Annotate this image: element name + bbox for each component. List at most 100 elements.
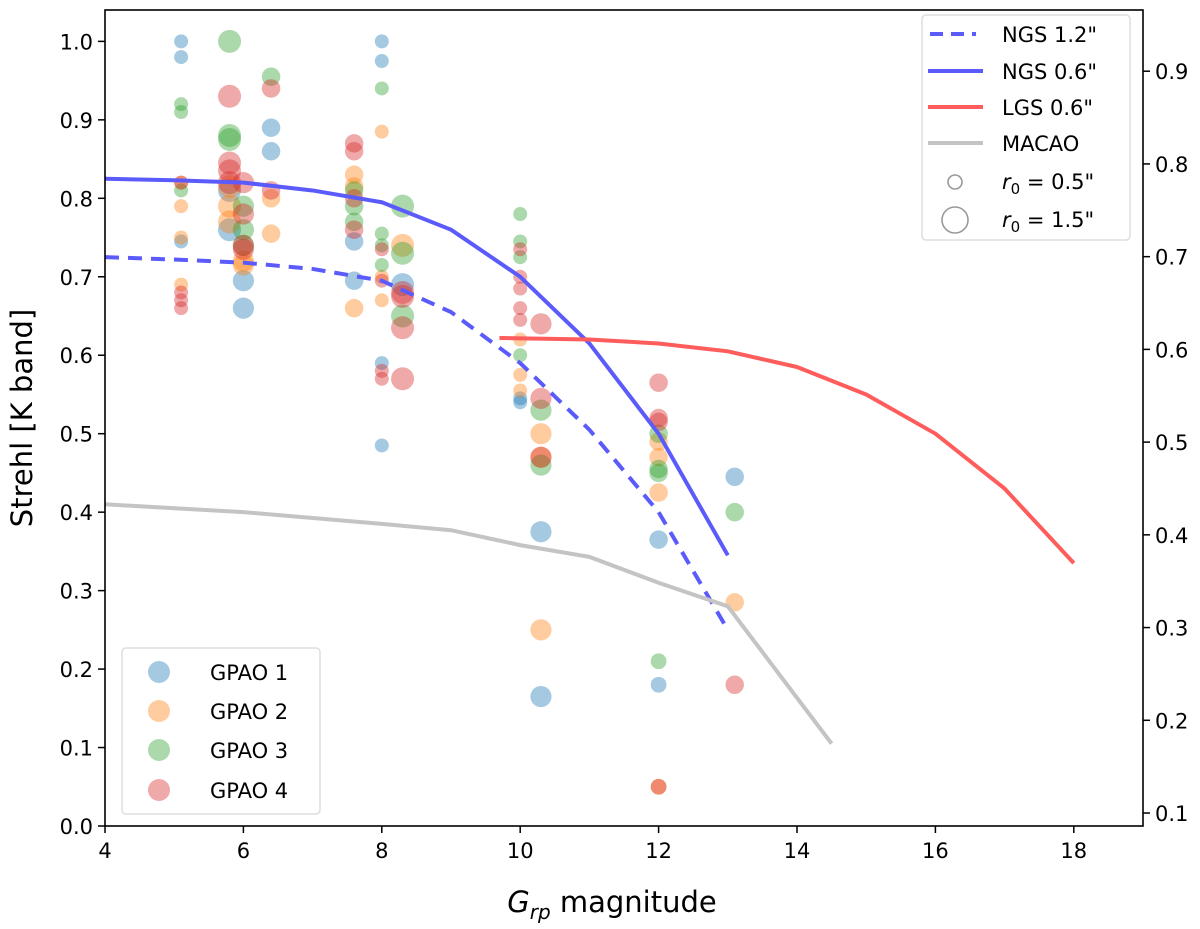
legend-label-macao: MACAO — [1002, 132, 1079, 156]
scatter-point-gpao-3 — [174, 97, 189, 112]
scatter-point-gpao-3 — [725, 502, 744, 522]
scatter-point-gpao-3 — [649, 459, 668, 479]
legend-label-gpao-3: GPAO 3 — [210, 739, 288, 763]
line-ngs-0.6 — [104, 176, 730, 557]
scatter-point-gpao-2 — [344, 177, 364, 196]
scatter-point-gpao-2 — [649, 483, 668, 502]
y-tick-label: 0.7 — [60, 266, 93, 290]
scatter-point-gpao-3 — [374, 81, 389, 96]
scatter-point-gpao-3 — [218, 127, 242, 151]
scatter-point-gpao-1 — [650, 676, 667, 693]
scatter-point-gpao-3 — [232, 195, 254, 217]
scatter-point-gpao-1 — [374, 54, 389, 68]
scatter-point-gpao-2 — [649, 447, 668, 467]
scatter-point-gpao-1 — [374, 356, 389, 371]
scatter-point-gpao-3 — [218, 29, 242, 53]
scatter-point-gpao-3 — [374, 238, 389, 253]
legend-marker-gpao-2 — [148, 700, 170, 722]
scatter-point-gpao-1 — [374, 34, 389, 49]
legend-marker-gpao-3 — [148, 739, 170, 761]
scatter-point-gpao-4 — [649, 408, 668, 428]
scatter-point-gpao-4 — [513, 281, 528, 296]
scatter-point-gpao-4 — [374, 363, 389, 378]
legend-size-small-label: r0 = 0.5" — [1002, 170, 1094, 198]
scatter-point-gpao-1 — [261, 118, 281, 137]
legend-marker-gpao-1 — [148, 661, 170, 683]
y2-tick-label: 0.7 — [1155, 246, 1188, 270]
scatter-point-gpao-1 — [261, 141, 281, 161]
scatter-point-gpao-4 — [344, 134, 364, 153]
scatter-point-gpao-3 — [374, 226, 389, 241]
scatter-point-gpao-3 — [232, 219, 254, 241]
scatter-point-gpao-4 — [725, 675, 744, 695]
y2-tick-label: 0.5 — [1155, 431, 1188, 455]
scatter-point-gpao-4 — [232, 203, 254, 225]
scatter-point-gpao-1 — [218, 218, 242, 242]
x-tick-label: 12 — [645, 839, 672, 863]
scatter-point-gpao-3 — [513, 250, 528, 265]
y-axis-label: Strehl [K band] — [5, 309, 39, 527]
scatter-point-gpao-4 — [218, 84, 242, 108]
scatter-point-gpao-4 — [232, 238, 254, 260]
y-tick-label: 0.0 — [60, 815, 93, 839]
scatter-point-gpao-2 — [530, 619, 552, 641]
scatter-point-gpao-1 — [725, 467, 744, 487]
scatter-point-gpao-4 — [391, 280, 415, 304]
legend-label-gpao-1: GPAO 1 — [210, 661, 288, 685]
scatter-layer — [174, 29, 744, 795]
legend-label-gpao-4: GPAO 4 — [210, 779, 288, 803]
scatter-point-gpao-2 — [174, 277, 189, 292]
y2-tick-label: 0.1 — [1155, 802, 1188, 826]
scatter-point-gpao-4 — [649, 373, 668, 392]
scatter-point-gpao-4 — [174, 301, 189, 316]
scatter-point-gpao-4 — [530, 313, 552, 335]
scatter-point-gpao-4 — [218, 159, 242, 183]
y-tick-label: 0.5 — [60, 423, 93, 447]
y-tick-label: 0.9 — [60, 109, 93, 133]
scatter-point-gpao-1 — [232, 270, 254, 292]
scatter-point-gpao-4 — [513, 312, 528, 327]
scatter-point-gpao-4 — [232, 234, 254, 256]
scatter-point-gpao-2 — [232, 254, 254, 276]
legend-marker-gpao-4 — [148, 779, 170, 801]
scatter-point-gpao-1 — [530, 685, 552, 708]
legend-size-small-marker — [947, 174, 963, 190]
legend-series: GPAO 1 GPAO 2 GPAO 3 GPAO 4 — [121, 647, 321, 815]
legend-lines: NGS 1.2" NGS 0.6" LGS 0.6" MACAO r0 = 0.… — [921, 14, 1131, 241]
scatter-point-gpao-2 — [344, 165, 364, 185]
scatter-point-gpao-4 — [374, 371, 389, 386]
x-tick-label: 4 — [98, 839, 111, 863]
scatter-point-gpao-4 — [344, 220, 364, 239]
y2-tick-label: 0.6 — [1155, 338, 1188, 362]
scatter-point-gpao-4 — [530, 446, 552, 468]
line-layer — [104, 176, 1076, 745]
scatter-point-gpao-3 — [649, 463, 668, 483]
scatter-point-gpao-2 — [374, 293, 389, 308]
legend-label-ngs-1.2: NGS 1.2" — [1002, 23, 1097, 47]
x-tick-label: 10 — [507, 839, 534, 863]
y-tick-label: 0.6 — [60, 344, 93, 368]
legend-series-frame — [121, 647, 321, 815]
y2-tick-label: 0.2 — [1155, 709, 1188, 733]
scatter-point-gpao-2 — [391, 233, 415, 257]
scatter-point-gpao-1 — [174, 34, 189, 49]
scatter-point-gpao-2 — [650, 778, 667, 795]
y-tick-label: 0.4 — [60, 501, 93, 525]
x-axis-label: Grp magnitude — [507, 885, 717, 924]
scatter-point-gpao-2 — [374, 124, 389, 139]
scatter-point-gpao-1 — [513, 395, 528, 410]
scatter-point-gpao-3 — [513, 207, 528, 221]
scatter-point-gpao-1 — [530, 521, 552, 543]
scatter-point-gpao-4 — [530, 387, 552, 409]
scatter-point-gpao-3 — [174, 105, 189, 119]
legend-label-ngs-0.6: NGS 0.6" — [1002, 60, 1097, 84]
scatter-point-gpao-3 — [513, 348, 528, 363]
scatter-point-gpao-3 — [232, 234, 254, 256]
scatter-point-gpao-2 — [261, 189, 281, 208]
legend-size-large-label: r0 = 1.5" — [1002, 208, 1094, 236]
axis-layer: 4 6 8 10 12 14 16 18 0.0 0.1 0.2 0.3 0.4 0.5 0.6 0.7 0.8… — [60, 30, 1189, 863]
plot-frame — [104, 9, 1144, 827]
scatter-point-gpao-3 — [218, 124, 242, 148]
legend-lines-frame — [921, 14, 1131, 241]
scatter-point-gpao-3 — [391, 241, 415, 265]
